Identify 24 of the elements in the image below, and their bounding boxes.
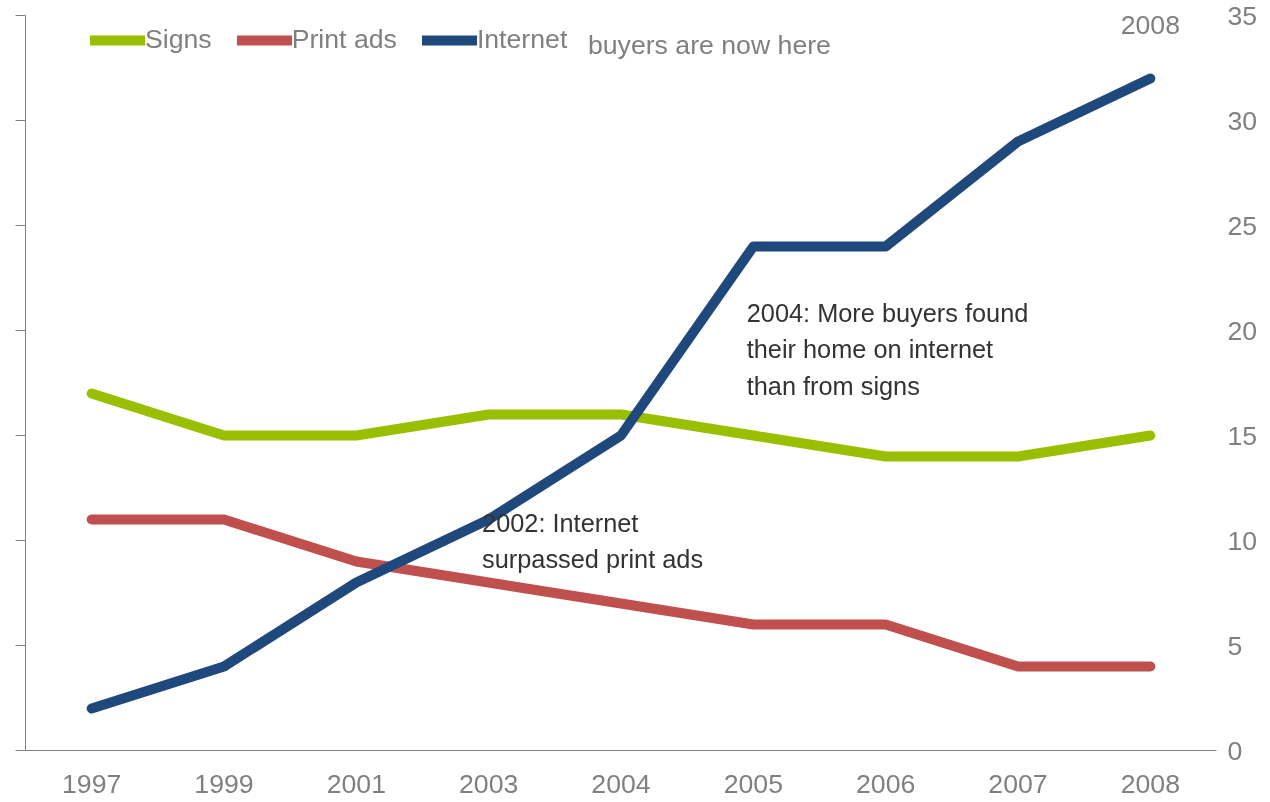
y-tick-label: 0 [1227, 735, 1243, 766]
annotation: buyers are now here [587, 29, 831, 60]
y-tick-label: 10 [1227, 525, 1258, 556]
y-tick-label: 25 [1227, 210, 1258, 241]
x-tick-label: 1997 [62, 768, 122, 799]
y-tick-label: 35 [1227, 0, 1258, 31]
y-tick-label: 20 [1227, 315, 1258, 346]
x-tick-label: 2007 [988, 768, 1048, 799]
legend-label: Signs [145, 24, 212, 55]
x-tick-label: 2006 [856, 768, 916, 799]
y-tick-label: 5 [1227, 630, 1243, 661]
annotation: 2004: More buyers found their home on internet than from signs [746, 299, 1029, 400]
x-tick-label: 2003 [459, 768, 519, 799]
x-tick-label: 2005 [723, 768, 783, 799]
y-tick-label: 30 [1227, 105, 1258, 136]
legend-label: Print ads [291, 24, 397, 55]
x-tick-label: 1999 [194, 768, 254, 799]
y-tick-label: 15 [1227, 420, 1258, 451]
annotation: 2002: Internet surpassed print ads [482, 509, 704, 574]
x-tick-label: 2004 [591, 768, 651, 799]
x-tick-label: 2008 [1120, 768, 1180, 799]
annotation: 2008 [1120, 9, 1180, 40]
x-tick-label: 2001 [326, 768, 386, 799]
legend-label: Internet [476, 24, 568, 55]
